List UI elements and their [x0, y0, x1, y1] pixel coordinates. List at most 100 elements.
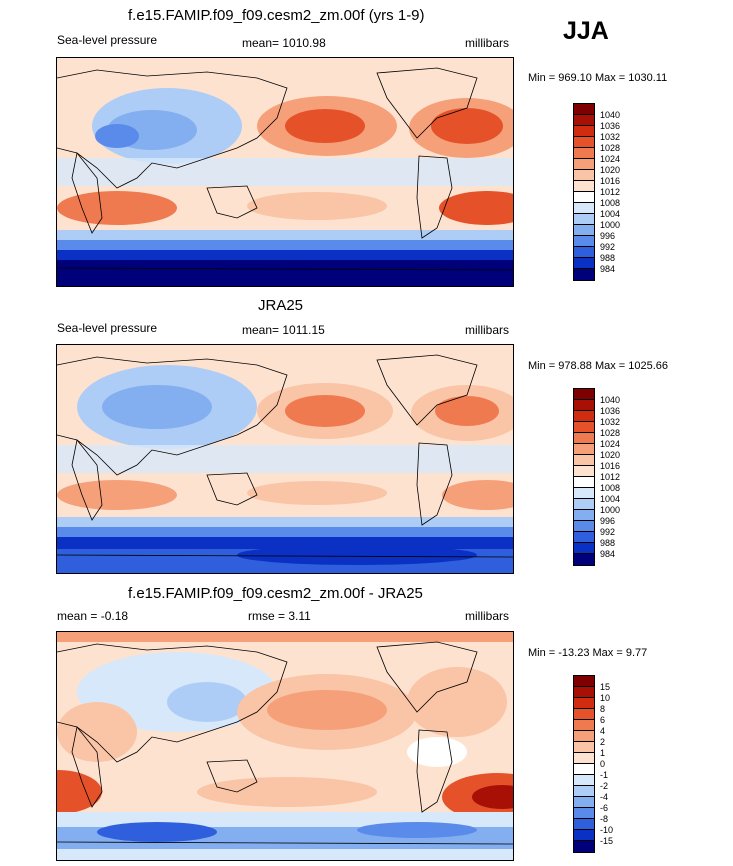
colorbar-label: 6 [600, 715, 606, 725]
colorbar-label: 1016 [600, 461, 621, 471]
colorbar-label: 1012 [600, 472, 621, 482]
panel-2-title: JRA25 [258, 297, 304, 314]
colorbar-label: 1036 [600, 406, 621, 416]
colorbar-label: 0 [600, 759, 606, 769]
colorbar-segment [574, 709, 594, 720]
colorbar-label: 1016 [600, 176, 621, 186]
colorbar-label: 1024 [600, 154, 621, 164]
colorbar-segment [574, 532, 594, 543]
colorbar-segment [574, 808, 594, 819]
colorbar-segment [574, 731, 594, 742]
colorbar-label: 1 [600, 748, 606, 758]
colorbar-segment [574, 687, 594, 698]
colorbar-box [573, 675, 595, 853]
colorbar-label: 988 [600, 253, 616, 263]
panel-1-title: f.e15.FAMIP.f09_f09.cesm2_zm.00f (yrs 1-… [128, 7, 425, 24]
colorbar-segment [574, 742, 594, 753]
colorbar-segment [574, 400, 594, 411]
colorbar-label: 984 [600, 549, 616, 559]
colorbar-segment [574, 554, 594, 565]
colorbar-segment [574, 411, 594, 422]
colorbar-segment [574, 258, 594, 269]
colorbar-label: 1032 [600, 417, 621, 427]
colorbar-box [573, 103, 595, 281]
colorbar-label: 984 [600, 264, 616, 274]
colorbar-segment [574, 159, 594, 170]
panel-3-rmse: rmse = 3.11 [248, 609, 311, 623]
colorbar-segment [574, 830, 594, 841]
colorbar-label: 992 [600, 527, 616, 537]
colorbar-label: 1040 [600, 110, 621, 120]
colorbar-label: 1000 [600, 220, 621, 230]
colorbar-segment [574, 488, 594, 499]
panel-2-units: millibars [465, 323, 510, 337]
colorbar-label: 1040 [600, 395, 621, 405]
colorbar-segment [574, 543, 594, 554]
panel-2-left-label: Sea-level pressure [57, 321, 158, 335]
panel-2-map [56, 344, 514, 574]
colorbar-label: 1036 [600, 121, 621, 131]
colorbar-segment [574, 521, 594, 532]
colorbar-box [573, 388, 595, 566]
colorbar-segment [574, 126, 594, 137]
colorbar-label: -15 [600, 836, 614, 846]
panel-3-units: millibars [465, 609, 510, 623]
colorbar-label: 992 [600, 242, 616, 252]
colorbar-segment [574, 181, 594, 192]
colorbar-label: 988 [600, 538, 616, 548]
colorbar-segment [574, 786, 594, 797]
colorbar-segment [574, 137, 594, 148]
colorbar-segment [574, 819, 594, 830]
colorbar-segment [574, 444, 594, 455]
colorbar-label: -8 [600, 814, 609, 824]
colorbar-segment [574, 203, 594, 214]
panel-1-units: millibars [465, 36, 510, 50]
colorbar-label: 1012 [600, 187, 621, 197]
colorbar-label: 1020 [600, 165, 621, 175]
colorbar-label: -1 [600, 770, 609, 780]
colorbar-label: -6 [600, 803, 609, 813]
colorbar-segment [574, 764, 594, 775]
colorbar-segment [574, 389, 594, 400]
colorbar-segment [574, 170, 594, 181]
colorbar-segment [574, 499, 594, 510]
colorbar-segment [574, 466, 594, 477]
colorbar-segment [574, 841, 594, 852]
colorbar-segment [574, 115, 594, 126]
colorbar-segment [574, 753, 594, 764]
colorbar-segment [574, 676, 594, 687]
colorbar-segment [574, 797, 594, 808]
colorbar-segment [574, 775, 594, 786]
panel-1-left-label: Sea-level pressure [57, 33, 158, 47]
colorbar-label: 1000 [600, 505, 621, 515]
colorbar-label: 8 [600, 704, 606, 714]
panel-1-mean: mean= 1010.98 [242, 36, 326, 50]
season-label: JJA [563, 17, 609, 45]
colorbar-label: 1024 [600, 439, 621, 449]
panel-1-map [56, 57, 514, 287]
colorbar-segment [574, 104, 594, 115]
colorbar-label: -2 [600, 781, 609, 791]
colorbar-segment [574, 477, 594, 488]
colorbar-label: 1028 [600, 143, 621, 153]
colorbar-segment [574, 214, 594, 225]
colorbar-label: 10 [600, 693, 611, 703]
colorbar-segment [574, 269, 594, 280]
colorbar-segment [574, 720, 594, 731]
colorbar-segment [574, 455, 594, 466]
panel-2-mean: mean= 1011.15 [242, 323, 325, 337]
colorbar-label: 996 [600, 516, 616, 526]
colorbar-label: 1032 [600, 132, 621, 142]
colorbar-label: 1008 [600, 483, 621, 493]
colorbar-label: 15 [600, 682, 611, 692]
colorbar-segment [574, 192, 594, 203]
colorbar-segment [574, 698, 594, 709]
colorbar-segment [574, 510, 594, 521]
panel-2-minmax: Min = 978.88 Max = 1025.66 [528, 360, 669, 372]
colorbar-segment [574, 247, 594, 258]
panel-3-minmax: Min = -13.23 Max = 9.77 [528, 647, 648, 659]
panel-3-mean: mean = -0.18 [57, 609, 129, 623]
colorbar-label: 1004 [600, 494, 621, 504]
colorbar-label: 1028 [600, 428, 621, 438]
colorbar-segment [574, 422, 594, 433]
